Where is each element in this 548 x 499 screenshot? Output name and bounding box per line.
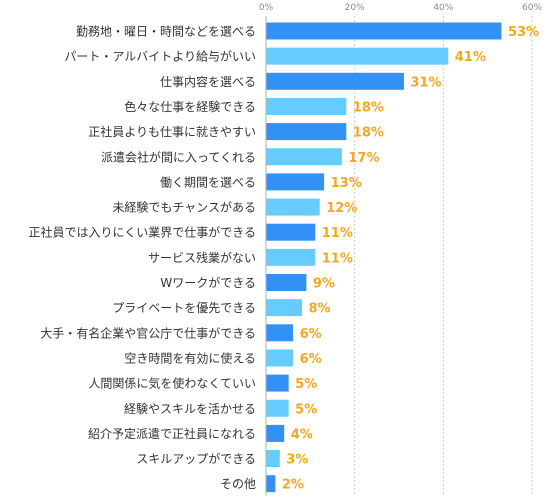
category-label: サービス残業がない: [148, 250, 256, 265]
bar: [266, 97, 347, 115]
category-label: 勤務地・曜日・時間などを選べる: [76, 25, 256, 39]
category-label: 未経験でもチャンスがある: [112, 200, 256, 215]
tick-label: 0%: [259, 3, 274, 13]
value-label: 11%: [322, 226, 353, 241]
value-label: 12%: [326, 201, 357, 216]
category-label: 正社員では入りにくい業界で仕事ができる: [28, 225, 256, 240]
value-label: 18%: [353, 100, 384, 115]
bar: [266, 198, 320, 216]
value-label: 13%: [331, 176, 362, 191]
value-label: 6%: [300, 352, 322, 367]
value-label: 8%: [308, 302, 330, 317]
value-label: 9%: [313, 277, 335, 292]
bar: [266, 223, 316, 241]
tick-label: 40%: [433, 3, 453, 13]
category-label: 空き時間を有効に使える: [124, 350, 256, 365]
category-label: 仕事内容を選べる: [160, 74, 256, 89]
category-label: スキルアップができる: [136, 451, 256, 466]
value-label: 3%: [286, 453, 308, 468]
value-label: 53%: [508, 25, 539, 40]
category-label: 人間関係に気を使わなくていい: [88, 376, 256, 391]
bar: [266, 475, 276, 493]
bar: [266, 274, 307, 291]
value-label: 4%: [291, 427, 313, 442]
bar: [266, 450, 280, 468]
bar: [266, 424, 285, 442]
category-label: パート・アルバイトより給与がいい: [64, 49, 256, 64]
bar: [266, 399, 289, 417]
bar: [266, 349, 294, 367]
value-label: 31%: [410, 75, 441, 90]
category-label: Wワークができる: [160, 275, 256, 290]
category-label: 紹介予定派遣で正社員になれる: [88, 426, 256, 441]
bar: [266, 374, 289, 392]
bar: [266, 123, 347, 141]
tick-label: 20%: [345, 3, 365, 13]
category-label: 大手・有名企業や官公庁で仕事ができる: [40, 325, 256, 340]
value-label: 41%: [455, 50, 486, 65]
bar: [266, 72, 404, 90]
category-label: 色々な仕事を経験できる: [124, 99, 256, 114]
bar: [266, 22, 502, 40]
value-label: 5%: [295, 402, 317, 417]
value-label: 5%: [295, 377, 317, 392]
category-label: 正社員よりも仕事に就きやすい: [88, 124, 256, 139]
value-label: 6%: [300, 327, 322, 342]
bar: [266, 148, 342, 166]
value-label: 2%: [282, 478, 304, 493]
bar: [266, 248, 316, 266]
category-label: 経験やスキルを活かせる: [124, 401, 256, 416]
category-label: 働く期間を選べる: [160, 175, 256, 189]
category-label: プライベートを優先できる: [112, 301, 256, 315]
bar: [266, 47, 449, 65]
bar: [266, 324, 294, 342]
bar: [266, 299, 302, 317]
category-label: 派遣会社が間に入ってくれる: [101, 149, 256, 164]
value-label: 11%: [322, 251, 353, 266]
tick-label: 60%: [522, 3, 542, 13]
category-label: その他: [220, 477, 256, 491]
value-label: 18%: [353, 126, 384, 141]
bar: [266, 173, 325, 191]
value-label: 17%: [348, 151, 379, 166]
